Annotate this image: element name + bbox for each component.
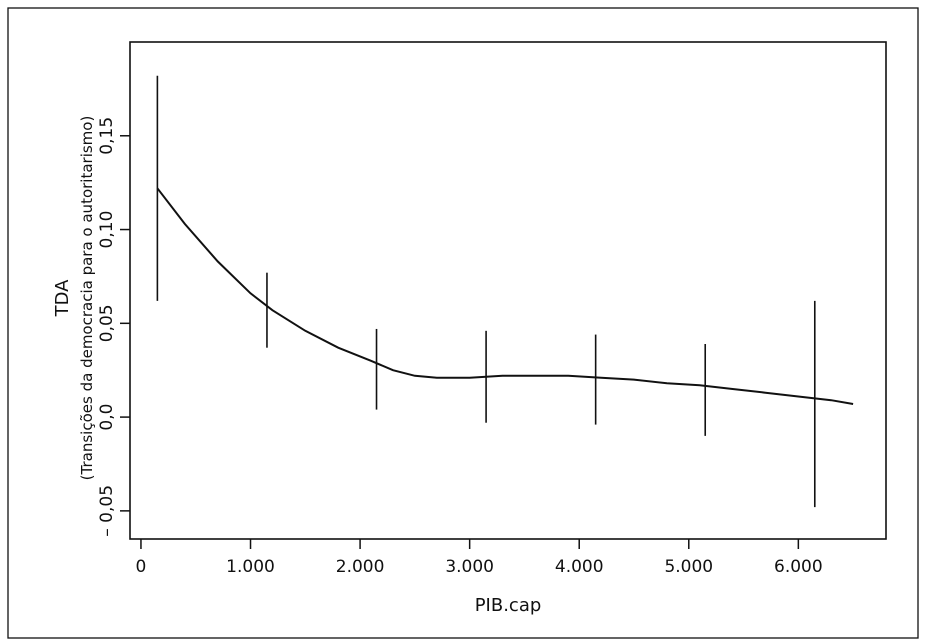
plot-frame	[129, 41, 887, 540]
x-axis-label: PIB.cap	[475, 595, 542, 616]
y-tick-label: 0,10	[97, 211, 117, 249]
x-tick-label: 2.000	[336, 557, 385, 577]
x-tick-label: 3.000	[445, 557, 494, 577]
x-tick-label: 5.000	[664, 557, 713, 577]
x-tick-label: 6.000	[774, 557, 823, 577]
x-tick-label: 0	[136, 557, 147, 577]
y-tick-label: 0,05	[97, 304, 117, 342]
figure-border	[7, 7, 919, 639]
y-axis-label: TDA	[52, 279, 73, 318]
tda-curve	[156, 187, 854, 405]
y-tick-label: – 0,05	[97, 485, 117, 537]
y-tick-label: 0,15	[97, 117, 117, 155]
error-bar-group	[156, 75, 816, 508]
y-axis: – 0,05 0,0 0,05 0,10 0,15 TDA (Transições da…	[52, 116, 130, 537]
y-tick-label: 0,0	[97, 404, 117, 431]
y-tick-group: – 0,05 0,0 0,05 0,10 0,15	[97, 117, 130, 537]
y-axis-sublabel: (Transições da democracia para o autorit…	[78, 116, 96, 481]
x-axis: 0 1.000 2.000 3.000 4.000 5.000 6.000 PIB.cap	[136, 539, 823, 616]
x-tick-group: 0 1.000 2.000 3.000 4.000 5.000 6.000	[136, 539, 823, 577]
x-tick-label: 1.000	[226, 557, 275, 577]
x-tick-label: 4.000	[555, 557, 604, 577]
